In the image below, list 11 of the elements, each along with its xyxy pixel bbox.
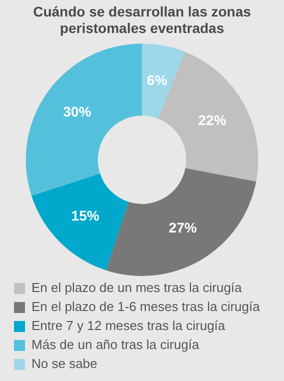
legend-label: Entre 7 y 12 meses tras la cirugía — [32, 318, 226, 334]
legend-label: En el plazo de 1-6 meses tras la cirugía — [32, 299, 261, 314]
data-label: 15% — [71, 207, 100, 224]
data-label: 22% — [198, 112, 227, 128]
legend-label: No se sabe — [32, 356, 98, 372]
legend-label: En el plazo de un mes tras la cirugía — [32, 280, 243, 296]
data-label: 27% — [168, 220, 198, 236]
data-label: 30% — [63, 104, 92, 120]
legend-label: Más de un año tras la cirugía — [32, 337, 200, 352]
chart-title: Cuándo se desarrollan las zonas peristomales eventradas — [33, 3, 252, 36]
data-label: 6% — [146, 72, 168, 88]
